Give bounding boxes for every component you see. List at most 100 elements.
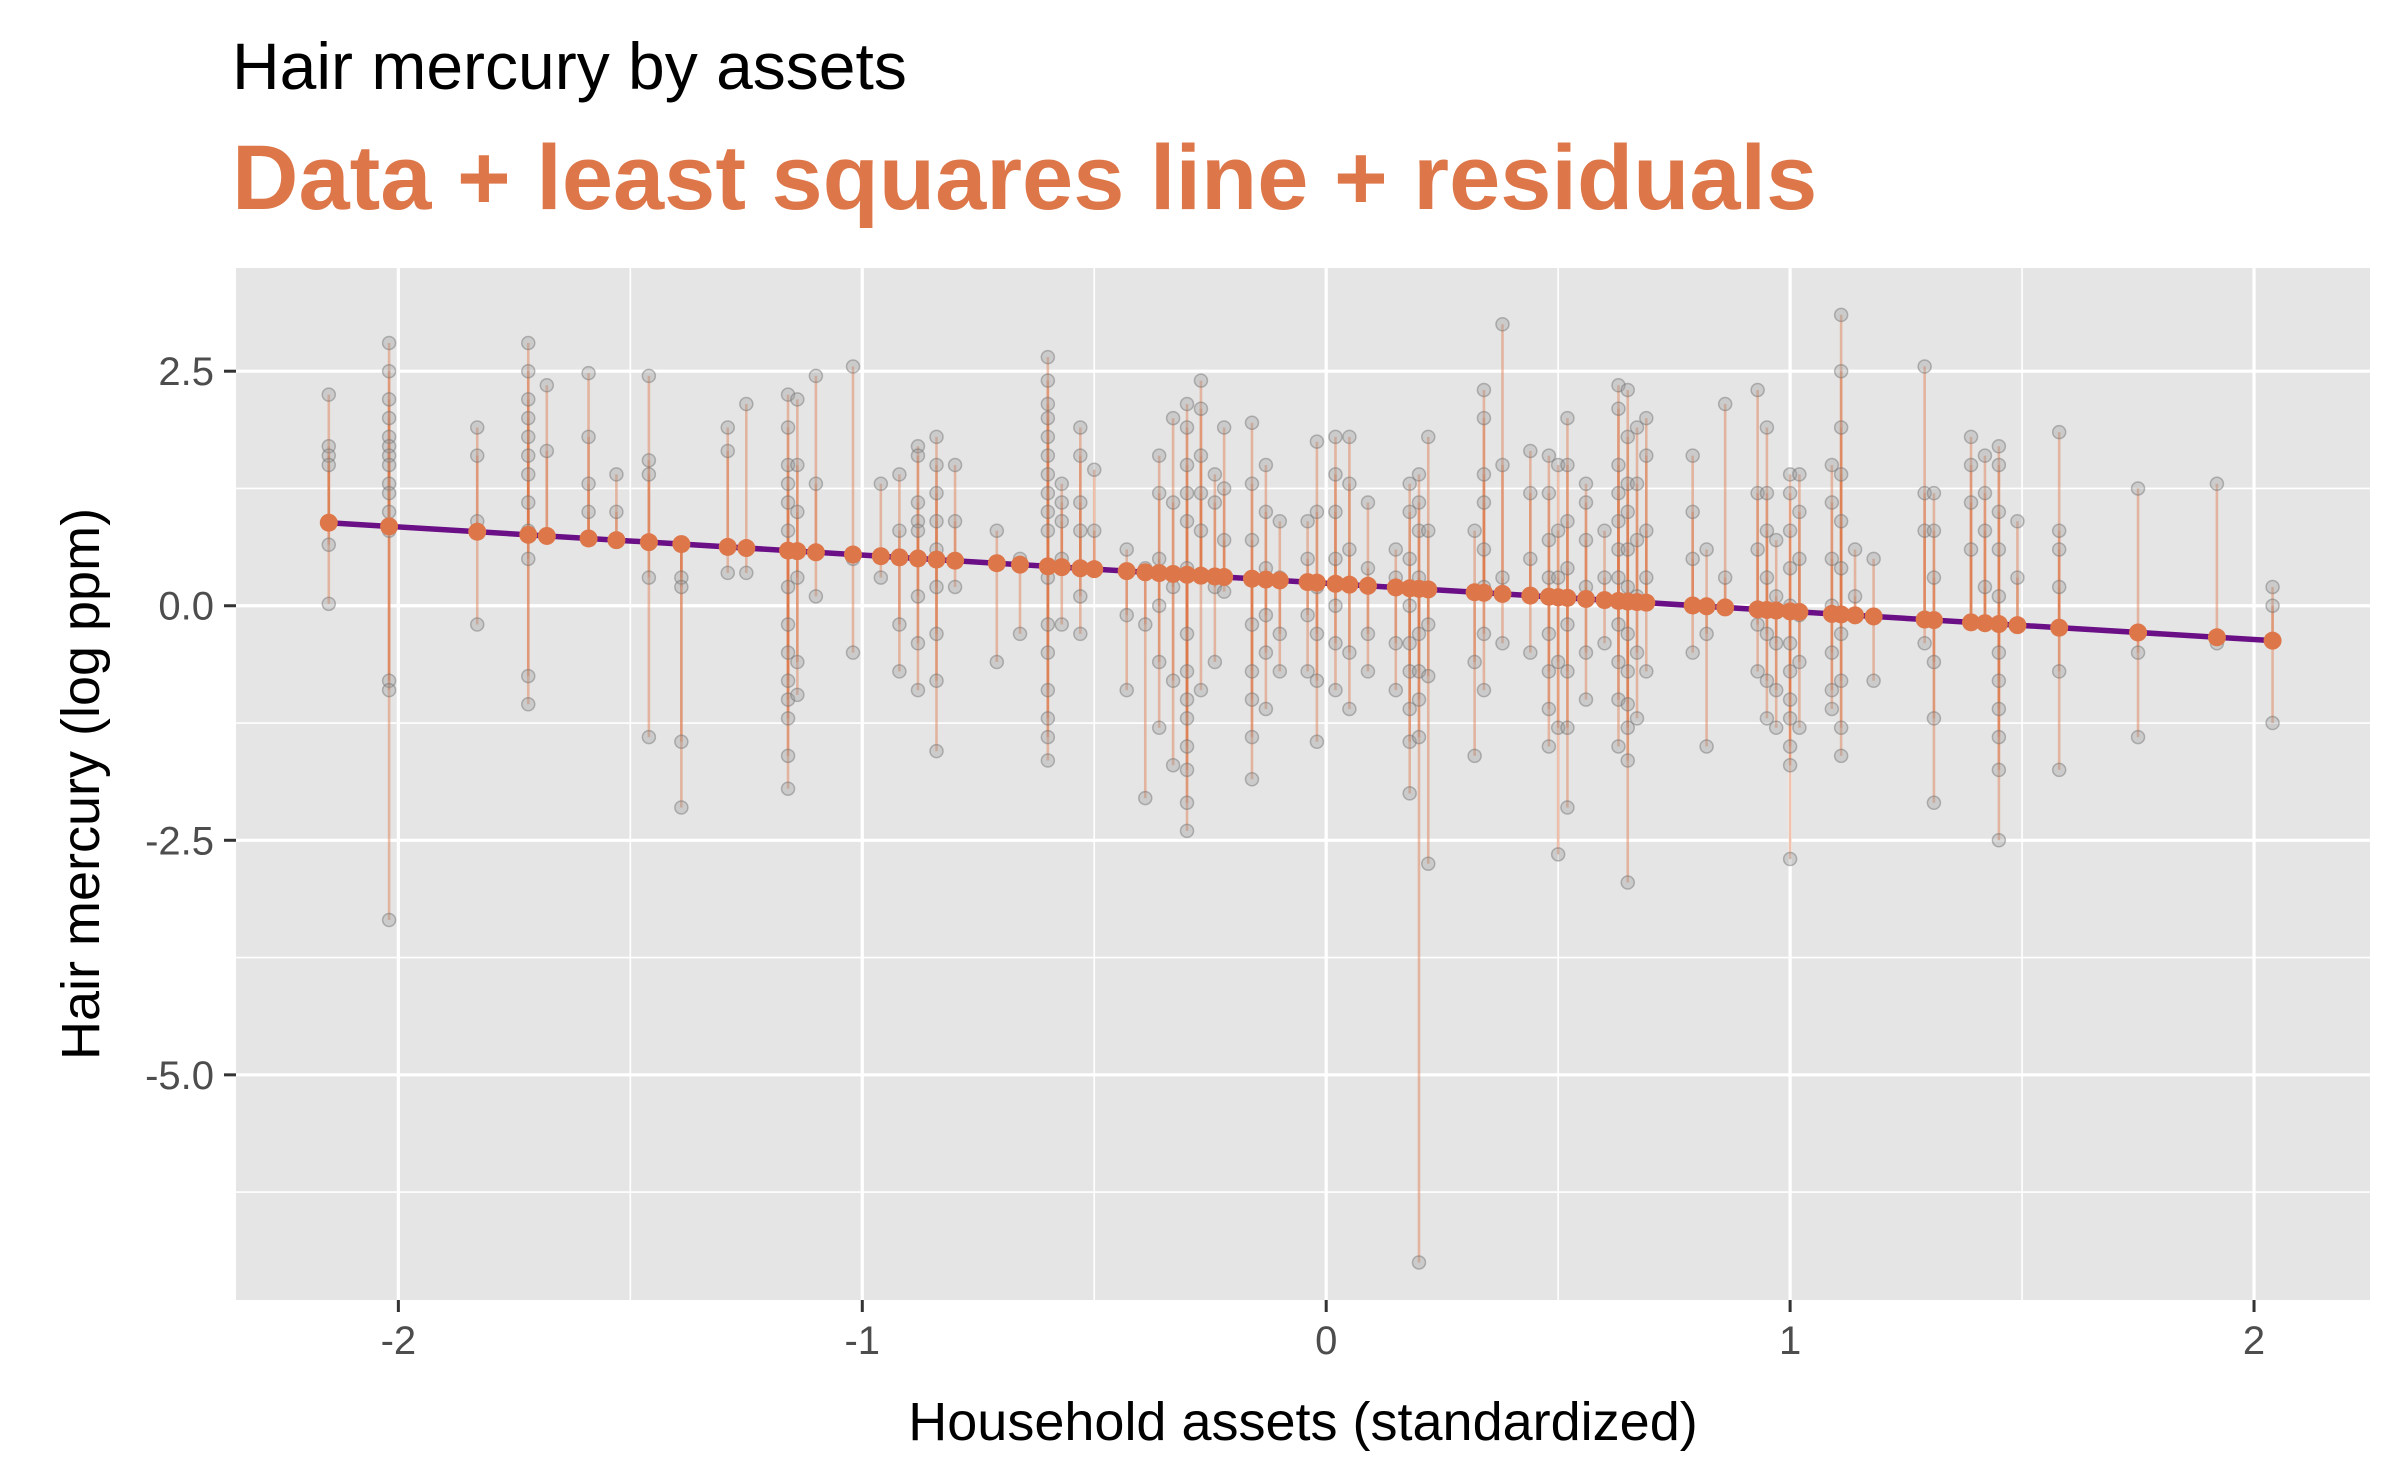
data-point (1411, 467, 1427, 482)
data-point (739, 565, 754, 581)
data-point (1073, 420, 1088, 435)
data-point (1917, 523, 1932, 538)
fitted-point (987, 554, 1006, 573)
data-point (1179, 692, 1195, 707)
data-point (1639, 410, 1654, 426)
data-point (1495, 570, 1510, 585)
data-point (1991, 542, 2007, 557)
data-point (1824, 701, 1840, 717)
data-point (1541, 532, 1557, 548)
data-point (929, 514, 944, 529)
data-point (790, 654, 805, 670)
fitted-point (1989, 615, 2008, 634)
data-point (1759, 485, 1775, 501)
data-point (1402, 734, 1417, 750)
data-point (1550, 523, 1566, 538)
data-point (808, 368, 824, 384)
data-point (1833, 626, 1849, 642)
data-point (1782, 523, 1798, 538)
data-point (1073, 626, 1088, 642)
data-point (521, 697, 536, 712)
data-point (1792, 504, 1807, 520)
data-point (720, 565, 735, 581)
data-point (1792, 720, 1807, 735)
data-point (1782, 757, 1798, 773)
data-point (1620, 875, 1635, 890)
data-point (1768, 636, 1784, 651)
data-point (910, 448, 926, 463)
fitted-point (1576, 589, 1595, 608)
data-point (1040, 682, 1056, 698)
data-point (1411, 495, 1427, 510)
data-point (1476, 626, 1492, 642)
data-point (609, 467, 624, 482)
x-tick-label: 0 (1315, 1319, 1337, 1363)
data-point (1207, 654, 1223, 670)
data-point (720, 443, 735, 459)
data-point (641, 570, 657, 585)
fitted-point (1136, 563, 1155, 582)
data-point (521, 410, 536, 426)
data-point (1991, 833, 2007, 848)
fitted-point (1864, 607, 1883, 626)
data-point (1550, 720, 1566, 735)
fitted-point (1307, 573, 1326, 592)
data-point (1523, 645, 1538, 660)
fitted-point (927, 550, 946, 569)
data-point (1476, 410, 1492, 426)
data-point (1991, 701, 2007, 717)
data-point (1272, 626, 1288, 642)
data-point (1258, 645, 1274, 660)
data-point (1258, 607, 1274, 623)
data-point (1421, 856, 1436, 871)
data-point (790, 570, 805, 585)
data-point (2051, 664, 2067, 679)
data-point (1054, 617, 1070, 632)
data-point (1388, 636, 1404, 651)
data-point (1165, 757, 1181, 773)
data-point (1620, 626, 1635, 642)
data-point (321, 439, 337, 454)
data-point (321, 387, 337, 402)
data-point (1541, 701, 1557, 717)
data-point (321, 537, 337, 553)
data-point (780, 579, 796, 595)
data-point (1717, 570, 1733, 585)
data-point (1699, 626, 1714, 642)
data-point (1759, 711, 1775, 726)
data-point (1258, 701, 1274, 717)
data-point (1179, 485, 1195, 501)
data-point (1782, 636, 1798, 651)
data-point (1926, 485, 1942, 501)
data-point (1216, 420, 1232, 435)
data-point (1750, 382, 1765, 398)
data-point (1833, 560, 1849, 576)
fitted-point (1178, 565, 1197, 584)
data-point (1782, 485, 1798, 501)
data-point (1629, 532, 1645, 548)
data-point (1328, 429, 1343, 445)
data-point (1193, 373, 1209, 388)
data-point (873, 476, 889, 492)
data-point (780, 711, 796, 726)
data-point (1040, 467, 1056, 482)
data-point (739, 396, 754, 412)
data-point (1550, 654, 1566, 670)
fitted-point (1164, 564, 1183, 583)
data-point (1244, 772, 1260, 787)
data-point (2265, 579, 2280, 595)
fitted-point (1832, 605, 1851, 624)
data-point (1402, 476, 1417, 492)
data-point (1560, 664, 1575, 679)
fitted-point (319, 513, 338, 532)
data-point (929, 457, 944, 473)
data-point (1179, 739, 1195, 754)
data-point (381, 335, 397, 351)
data-point (1360, 495, 1376, 510)
data-point (1597, 636, 1612, 651)
data-point (1073, 495, 1088, 510)
data-point (1926, 523, 1942, 538)
data-point (1040, 448, 1056, 463)
data-point (1620, 382, 1635, 398)
data-point (539, 378, 555, 393)
